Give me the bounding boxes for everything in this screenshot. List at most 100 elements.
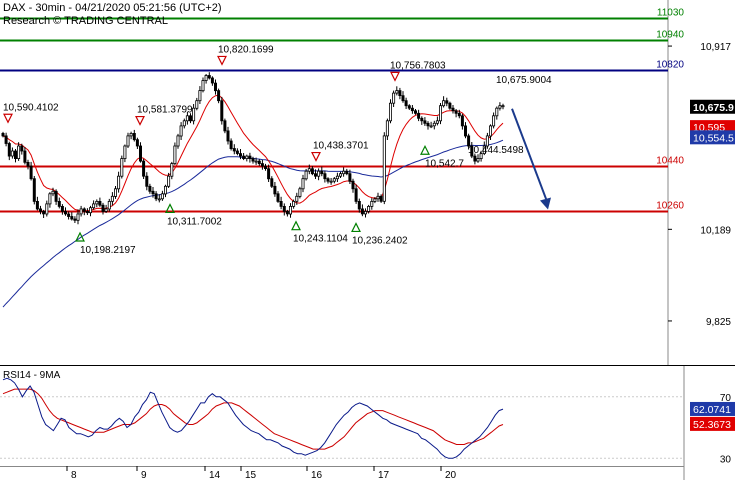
marker-up-icon xyxy=(351,222,361,233)
rsi-panel-title: RSI14 - 9MA xyxy=(3,370,61,381)
candle-body xyxy=(385,120,389,137)
candle-body xyxy=(282,205,286,212)
candle-body xyxy=(229,140,233,149)
rsi-badge-red xyxy=(690,416,735,431)
candle-body xyxy=(42,210,46,215)
candle-body xyxy=(288,205,292,215)
candle-body xyxy=(457,112,461,117)
annotation-label: 10,444.5498 xyxy=(468,145,524,156)
candle-body xyxy=(235,150,239,154)
price-badge-label: 10,675.9 xyxy=(693,102,734,114)
candle-body xyxy=(332,178,336,182)
candle-body xyxy=(326,178,330,182)
candle-body xyxy=(279,200,283,207)
candle-body xyxy=(476,158,480,162)
marker-up-icon xyxy=(291,220,301,231)
candle-body xyxy=(98,200,102,206)
candle-body xyxy=(438,105,442,122)
chart-header-line1: DAX - 30min - 04/21/2020 05:21:56 (UTC+2… xyxy=(3,2,222,14)
candle-body xyxy=(185,115,189,122)
candle-body xyxy=(498,105,502,109)
candle-body xyxy=(276,193,280,202)
date-tick-label: 14 xyxy=(209,470,221,480)
candle-body xyxy=(301,178,305,190)
annotation-label: 10,236.2402 xyxy=(352,235,408,246)
candle-body xyxy=(432,122,436,127)
annotation-label: 10,198.2197 xyxy=(80,245,136,256)
annotation-label: 10,820.1699 xyxy=(218,44,274,55)
marker-down-icon xyxy=(390,71,400,82)
candle-body xyxy=(129,132,133,137)
candle-body xyxy=(60,205,64,212)
marker-down-icon xyxy=(311,151,321,162)
candle-body xyxy=(351,180,355,190)
candle-body xyxy=(263,165,267,170)
candle-body xyxy=(151,190,155,195)
candle-body xyxy=(345,170,349,175)
candle-body xyxy=(204,75,208,81)
candle-body xyxy=(120,158,124,177)
rsi-panel-layer: RSI14 - 9MA 70 30 62.0741 52.3673 xyxy=(0,370,735,465)
date-axis-layer: 8 9 14 15 16 17 20 xyxy=(66,466,457,481)
marker-down-icon xyxy=(3,113,13,124)
candle-body xyxy=(201,80,205,92)
candle-body xyxy=(45,203,49,215)
candle-body xyxy=(413,110,417,114)
candle-body xyxy=(260,163,264,167)
candle-body xyxy=(182,120,186,127)
candle-body xyxy=(160,193,164,200)
annotation-label: 10,311.7002 xyxy=(167,216,222,227)
annotations-layer: 10,590.4102 10,198.2197 10,581.3799 10,311.… xyxy=(3,44,552,256)
candle-body xyxy=(495,107,499,117)
candle-body xyxy=(220,100,224,122)
candle-body xyxy=(435,120,439,124)
candle-body xyxy=(423,120,427,124)
candle-body xyxy=(170,163,174,177)
candle-body xyxy=(117,175,121,190)
date-tick-label: 8 xyxy=(71,470,77,480)
candle-body xyxy=(32,178,36,202)
candle-body xyxy=(467,135,471,147)
candle-body xyxy=(213,82,217,92)
date-tick-label: 15 xyxy=(245,470,257,480)
candle-body xyxy=(470,145,474,157)
candle-body xyxy=(192,107,196,122)
candle-body xyxy=(4,135,8,144)
marker-up-icon xyxy=(75,231,85,242)
annotation-label: 10,243.1104 xyxy=(293,234,348,245)
candle-body xyxy=(238,153,242,157)
candle-body xyxy=(442,100,446,107)
candle-body xyxy=(176,135,180,147)
candle-body xyxy=(342,170,346,175)
rsi-ma-line xyxy=(2,388,504,450)
candle-body xyxy=(104,208,108,212)
candle-body xyxy=(360,208,364,215)
candle-body xyxy=(392,92,396,104)
candle-body xyxy=(76,213,80,221)
level-label-10440: 10440 xyxy=(656,156,684,167)
chart-header-line2: Research © TRADING CENTRAL xyxy=(3,15,168,27)
marker-down-icon xyxy=(217,55,227,66)
candle-body xyxy=(123,145,127,160)
candle-body xyxy=(101,204,105,212)
candle-body xyxy=(273,185,277,195)
level-label-10260: 10260 xyxy=(656,201,684,212)
candle-body xyxy=(13,150,17,159)
candle-body xyxy=(92,203,96,209)
candle-body xyxy=(395,90,399,94)
price-tick-label: 10,189 xyxy=(700,225,731,236)
marker-up-icon xyxy=(165,203,175,214)
candle-body xyxy=(245,155,249,160)
levels-layer: 11030 10940 10820 10440 10260 xyxy=(0,8,685,213)
annotation-label: 10,756.7803 xyxy=(390,60,446,71)
level-label-11030: 11030 xyxy=(657,8,685,19)
candle-body xyxy=(1,132,5,137)
candle-body xyxy=(242,155,246,160)
candle-body xyxy=(179,125,183,137)
rsi-badge-blue xyxy=(690,401,735,416)
candle-body xyxy=(70,216,74,220)
candle-body xyxy=(7,143,11,157)
annotation-label: 10,581.3799 xyxy=(137,105,193,116)
